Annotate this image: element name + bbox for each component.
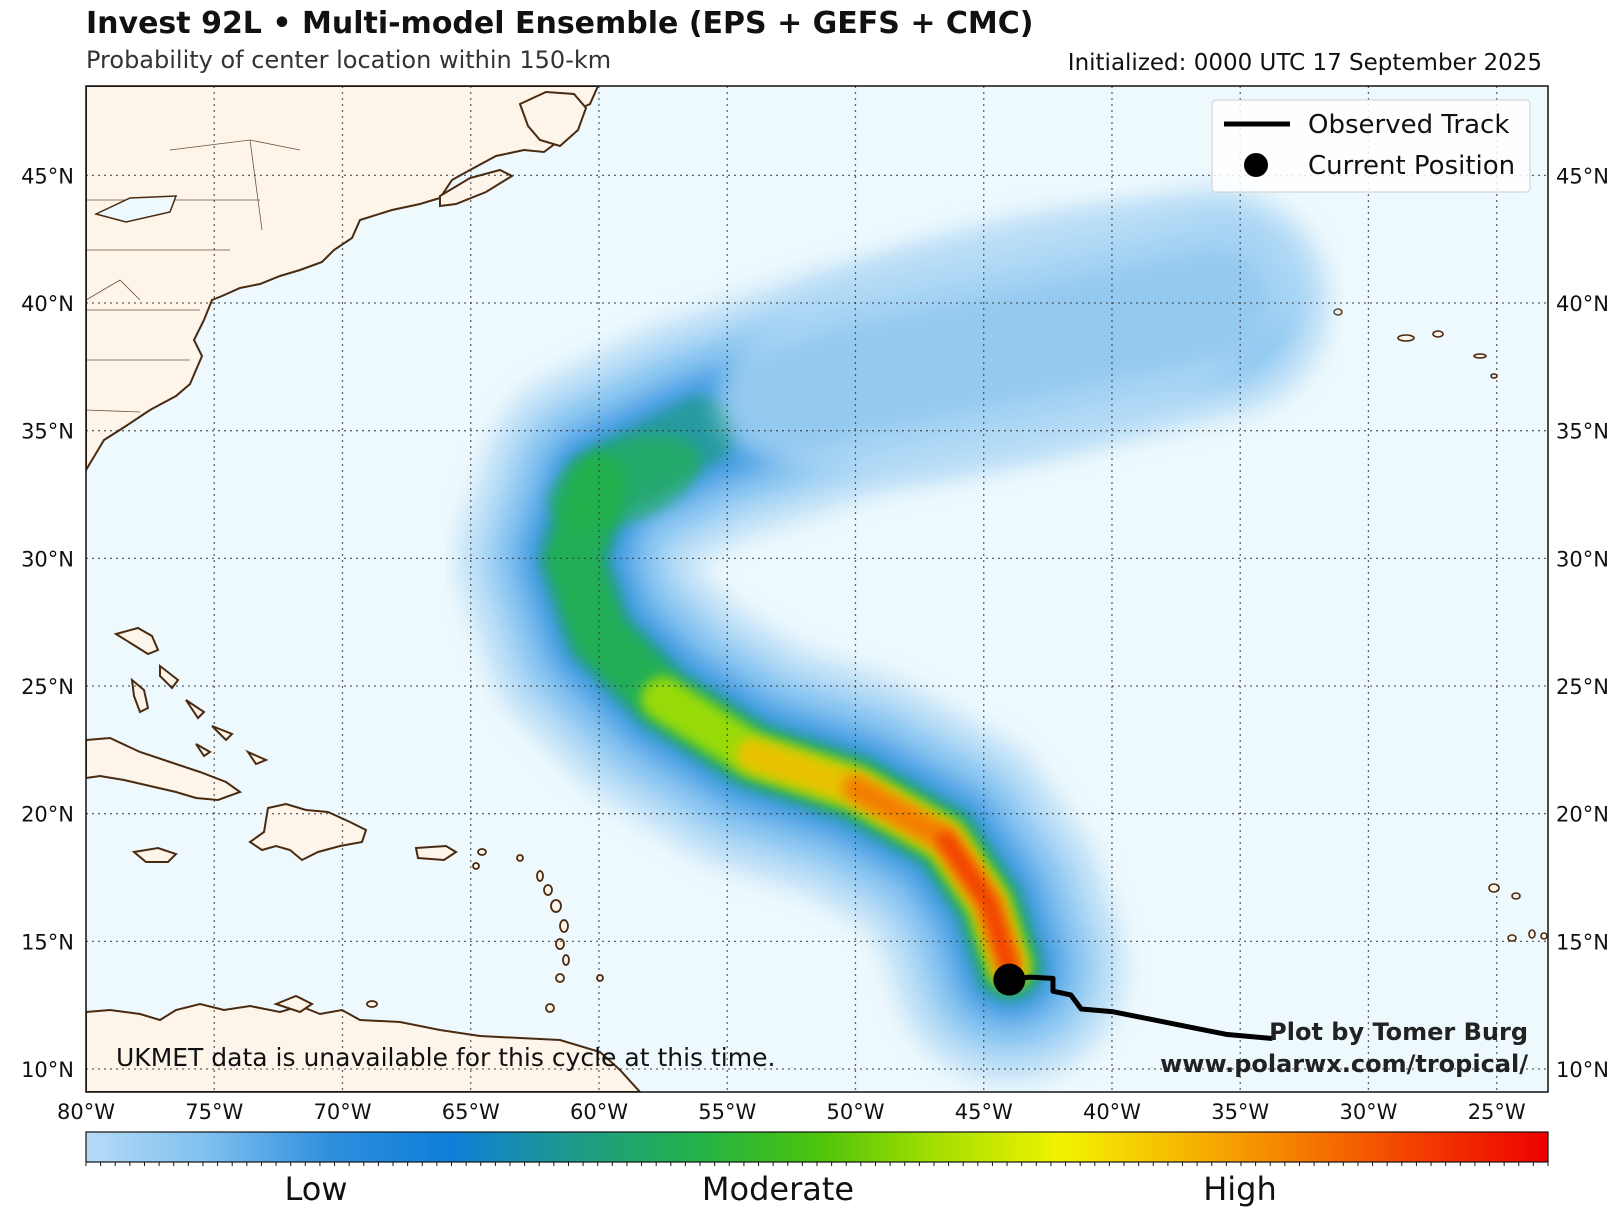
longitude-labels: 80°W 75°W 70°W 65°W 60°W 55°W 50°W 45°W 40°W 35°W… bbox=[57, 1100, 1526, 1124]
initialized-time: Initialized: 0000 UTC 17 September 2025 bbox=[1067, 50, 1542, 76]
colorbar: Low Moderate High bbox=[85, 1131, 1549, 1208]
lat-label-left: 35°N bbox=[21, 420, 74, 444]
latitude-labels-left: 10°N 15°N 20°N 25°N 30°N 35°N 40°N 45°N bbox=[21, 164, 74, 1082]
lat-label-left: 10°N bbox=[21, 1058, 74, 1082]
lon-label: 35°W bbox=[1211, 1100, 1269, 1124]
lat-label-right: 15°N bbox=[1556, 930, 1609, 954]
legend: Observed Track Current Position bbox=[1211, 99, 1531, 193]
lat-label-right: 35°N bbox=[1556, 420, 1609, 444]
lon-label: 45°W bbox=[955, 1100, 1013, 1124]
legend-current-position: Current Position bbox=[1308, 151, 1515, 181]
swath-green-core-north bbox=[548, 435, 702, 529]
chart-title: Invest 92L • Multi-model Ensemble (EPS +… bbox=[86, 6, 1034, 41]
lon-label: 60°W bbox=[570, 1100, 628, 1124]
colorbar-moderate-label: Moderate bbox=[702, 1170, 854, 1208]
islands-lesser-antilles bbox=[366, 848, 604, 1013]
state-borders bbox=[86, 139, 301, 413]
lat-label-left: 25°N bbox=[21, 675, 74, 699]
lon-label: 40°W bbox=[1083, 1100, 1141, 1124]
lake-ontario bbox=[93, 195, 178, 223]
ukmet-note: UKMET data is unavailable for this cycle… bbox=[116, 1043, 775, 1072]
lat-label-right: 30°N bbox=[1556, 547, 1609, 571]
lat-label-left: 40°N bbox=[21, 292, 74, 316]
islands-azores bbox=[1333, 308, 1498, 379]
lon-label: 80°W bbox=[57, 1100, 115, 1124]
map-frame bbox=[85, 85, 1549, 1093]
lat-label-left: 30°N bbox=[21, 547, 74, 571]
land-hispaniola bbox=[248, 802, 368, 862]
land-island-trinidad bbox=[273, 994, 314, 1014]
lat-label-right: 10°N bbox=[1556, 1058, 1609, 1082]
credit-line-1: Plot by Tomer Burg bbox=[1269, 1018, 1528, 1046]
lon-label: 25°W bbox=[1468, 1100, 1526, 1124]
lat-label-left: 45°N bbox=[21, 164, 74, 188]
current-position-marker bbox=[993, 963, 1026, 996]
lon-label: 65°W bbox=[442, 1100, 500, 1124]
islands-bahamas bbox=[113, 626, 269, 766]
credit-line-2: www.polarwx.com/tropical/ bbox=[1160, 1050, 1528, 1078]
lon-label: 50°W bbox=[826, 1100, 884, 1124]
land-cuba bbox=[86, 736, 243, 802]
latitude-labels-right: 10°N 15°N 20°N 25°N 30°N 35°N 40°N 45°N bbox=[1556, 164, 1609, 1082]
swath-northern-spread bbox=[716, 204, 1302, 479]
lat-label-right: 20°N bbox=[1556, 803, 1609, 827]
lat-label-right: 25°N bbox=[1556, 675, 1609, 699]
land-puerto-rico bbox=[414, 844, 458, 862]
legend-position-swatch bbox=[1244, 153, 1268, 177]
colorbar-high-label: High bbox=[1203, 1170, 1277, 1208]
lon-label: 55°W bbox=[698, 1100, 756, 1124]
lat-label-left: 15°N bbox=[21, 930, 74, 954]
lat-label-right: 40°N bbox=[1556, 292, 1609, 316]
lon-label: 70°W bbox=[313, 1100, 371, 1124]
lat-label-right: 45°N bbox=[1556, 164, 1609, 188]
chart-subtitle: Probability of center location within 15… bbox=[86, 46, 612, 74]
land-jamaica bbox=[131, 846, 178, 863]
legend-observed-track: Observed Track bbox=[1308, 110, 1509, 140]
land-nova-scotia bbox=[439, 168, 515, 208]
swath-layer-9 bbox=[937, 831, 1018, 975]
probability-swath bbox=[458, 188, 1330, 1082]
lon-label: 30°W bbox=[1339, 1100, 1397, 1124]
lon-label: 75°W bbox=[185, 1100, 243, 1124]
land-newfoundland bbox=[518, 90, 588, 148]
lat-label-left: 20°N bbox=[21, 803, 74, 827]
observed-track-line bbox=[1006, 974, 1274, 1041]
colorbar-low-label: Low bbox=[284, 1170, 347, 1208]
